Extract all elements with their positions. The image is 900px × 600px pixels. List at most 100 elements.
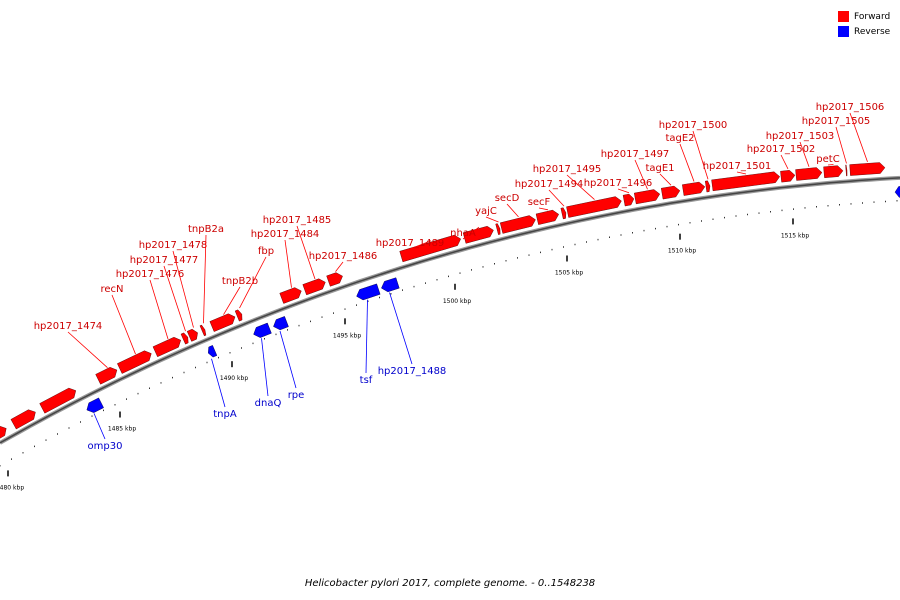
gene-forward [622,193,635,207]
gene-forward [152,336,181,358]
gene-label: secF [528,197,551,208]
gene-label: secD [495,193,520,204]
gene-reverse [381,277,400,293]
gene-reverse [253,322,272,338]
tick-label: 1500 kbp [443,298,471,305]
reverse-swatch [838,26,849,37]
gene-reverse [356,283,381,301]
backbone-shadow [0,175,900,445]
gene-leader-line [538,207,549,211]
gene-forward [234,309,243,322]
gene-leader-line [634,159,648,190]
gene-forward [633,189,661,205]
gene-forward [199,324,207,337]
gene-forward [462,226,494,244]
gene-label: hp2017_1500 [659,120,728,131]
gene-reverse [273,316,289,331]
gene-label: hp2017_1506 [816,102,885,113]
legend-reverse: Reverse [838,24,890,39]
gene-forward [117,350,152,374]
gene-label: nhaA [450,228,476,239]
legend-reverse-label: Reverse [854,26,891,37]
gene-leader-line [692,130,709,180]
tick-label: 1495 kbp [333,332,361,339]
gene-label: recN [100,284,123,295]
gene-label: hp2017_1503 [766,131,835,142]
gene-forward [535,209,559,225]
gene-leader-line [780,154,789,170]
legend-forward-label: Forward [854,11,891,22]
gene-label: tnpA [213,409,237,420]
gene-forward [795,167,823,181]
gene-label: hp2017_1502 [747,144,816,155]
gene-forward [180,332,189,345]
tick-label: 1480 kbp [0,484,24,491]
gene-leader-line [223,286,241,315]
forward-swatch [838,11,849,22]
gene-label: rpe [288,390,305,401]
gene-leader-line [389,292,413,365]
gene-forward [495,223,501,235]
gene-forward-unlabeled [39,387,77,414]
gene-label: hp2017_1501 [703,161,772,172]
gene-leader-line [203,234,207,324]
gene-leader-line [566,174,595,200]
gene-label: hp2017_1486 [309,251,378,262]
gene-forward-unlabeled [10,409,36,430]
gene-label: tnpB2b [222,276,258,287]
gene-leader-line [736,171,747,175]
tick-label: 1490 kbp [220,375,248,382]
gene-leader-line [485,216,499,223]
gene-label: tagE1 [645,163,674,174]
gene-leader-line [296,225,316,280]
gene-label: hp2017_1478 [139,240,208,251]
gene-leader-line [799,141,810,167]
gene-label: hp2017_1474 [34,321,103,332]
gene-forward [704,180,711,193]
gene-label: tagE2 [665,133,694,144]
gene-label: hp2017_1494 [515,179,584,190]
gene-label: hp2017_1476 [116,269,185,280]
gene-forward [302,278,326,296]
gene-forward-unlabeled [0,425,7,440]
legend-forward: Forward [838,9,890,24]
gene-label: hp2017_1495 [533,164,602,175]
gene-leader-line [617,188,630,194]
gene-leader-line [172,250,194,328]
gene-label: dnaQ [255,398,282,409]
gene-label: yajC [475,206,497,217]
gene-forward [279,287,302,304]
tick-label: 1510 kbp [668,248,696,255]
gene-leader-line [261,338,269,397]
gene-label: hp2017_1484 [251,229,320,240]
gene-leader-line [835,126,847,164]
gene-label: hp2017_1505 [802,116,871,127]
legend: Forward Reverse [838,9,890,39]
gene-reverse [86,397,104,413]
tick-label: 1515 kbp [781,232,809,239]
gene-forward [399,234,461,263]
gene-leader-line [111,294,136,355]
gene-label: hp2017_1496 [584,178,653,189]
gene-forward [849,162,886,176]
gene-leader-line [659,173,672,186]
gene-label: hp2017_1485 [263,215,332,226]
map-caption: Helicobacter pylori 2017, complete genom… [304,578,596,589]
gene-forward [845,164,848,177]
gene-reverse-unlabeled [894,185,900,198]
gene-leader-line [279,330,297,389]
gene-leader-line [239,256,267,309]
gene-label: hp2017_1488 [378,366,447,377]
gene-label: petC [816,154,839,165]
gene-leader-line [849,112,868,163]
gene-leader-line [679,143,695,182]
gene-label: omp30 [88,441,123,452]
gene-leader-line [365,299,368,374]
gene-forward [660,185,681,200]
gene-leader-line [211,358,226,408]
gene-label: tsf [360,375,373,386]
gene-forward [682,181,706,196]
gene-forward [566,196,622,218]
gene-leader-line [409,240,432,250]
gene-forward [326,272,343,287]
